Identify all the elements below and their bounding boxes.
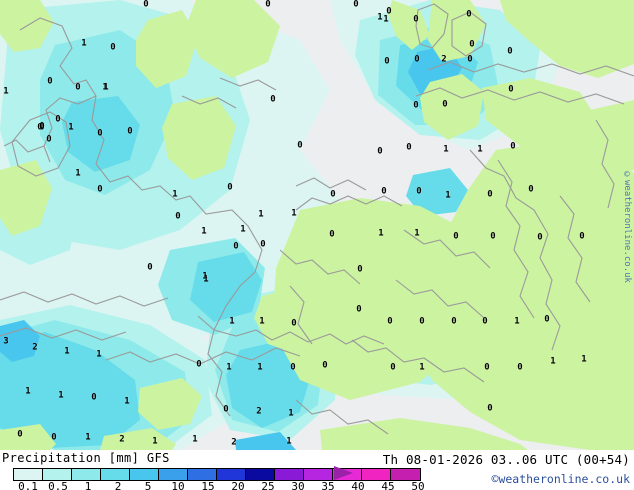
colorbar-tick-2: 2 (114, 480, 122, 490)
coastlines-and-borders (0, 3, 634, 435)
colorbar-tick-35: 35 (321, 480, 335, 490)
colorbar-tick-0.1: 0.1 (18, 480, 38, 490)
colorbar-band-13 (391, 469, 420, 480)
colorbar-tick-40: 40 (351, 480, 365, 490)
colorbar-tick-labels: 0.1 0.5 1 2 5 10 15 20 25 30 35 40 45 50 (13, 480, 425, 490)
colorbar-tick-45: 45 (381, 480, 395, 490)
colorbar-tick-50: 50 (411, 480, 425, 490)
footer-bar: Precipitation [mm] GFS 0.1 0.5 1 2 5 10 15 20 25… (0, 450, 634, 490)
map-watermark: ©weatheronline.co.uk (622, 170, 632, 283)
colorbar-band-4 (130, 469, 159, 480)
colorbar-tick-20: 20 (231, 480, 245, 490)
colorbar-tick-5: 5 (144, 480, 152, 490)
colorbar-band-8 (246, 469, 275, 480)
colorbar-band-5 (159, 469, 188, 480)
colorbar-band-2 (72, 469, 101, 480)
colorbar-band-7 (217, 469, 246, 480)
land-areas (0, 0, 634, 450)
colorbar-tick-30: 30 (291, 480, 305, 490)
model-run-info: Th 08-01-2026 03..06 UTC (00+54) (382, 452, 630, 467)
colorbar-band-0 (14, 469, 43, 480)
precipitation-colorbar[interactable] (13, 468, 421, 481)
colorbar-band-12 (362, 469, 391, 480)
colorbar-tick-10: 10 (171, 480, 185, 490)
colorbar-band-3 (101, 469, 130, 480)
colorbar-band-6 (188, 469, 217, 480)
copyright-label: ©weatheronline.co.uk (491, 472, 630, 486)
colorbar-tick-15: 15 (201, 480, 215, 490)
map-canvas (0, 0, 634, 450)
legend-title: Precipitation [mm] GFS (2, 451, 170, 465)
colorbar-band-9 (275, 469, 304, 480)
colorbar-tick-1: 1 (84, 480, 92, 490)
colorbar-band-10 (304, 469, 333, 480)
colorbar-band-1 (43, 469, 72, 480)
colorbar-overflow-arrow-icon (334, 466, 353, 480)
colorbar-tick-25: 25 (261, 480, 275, 490)
colorbar-tick-0.5: 0.5 (48, 480, 68, 490)
